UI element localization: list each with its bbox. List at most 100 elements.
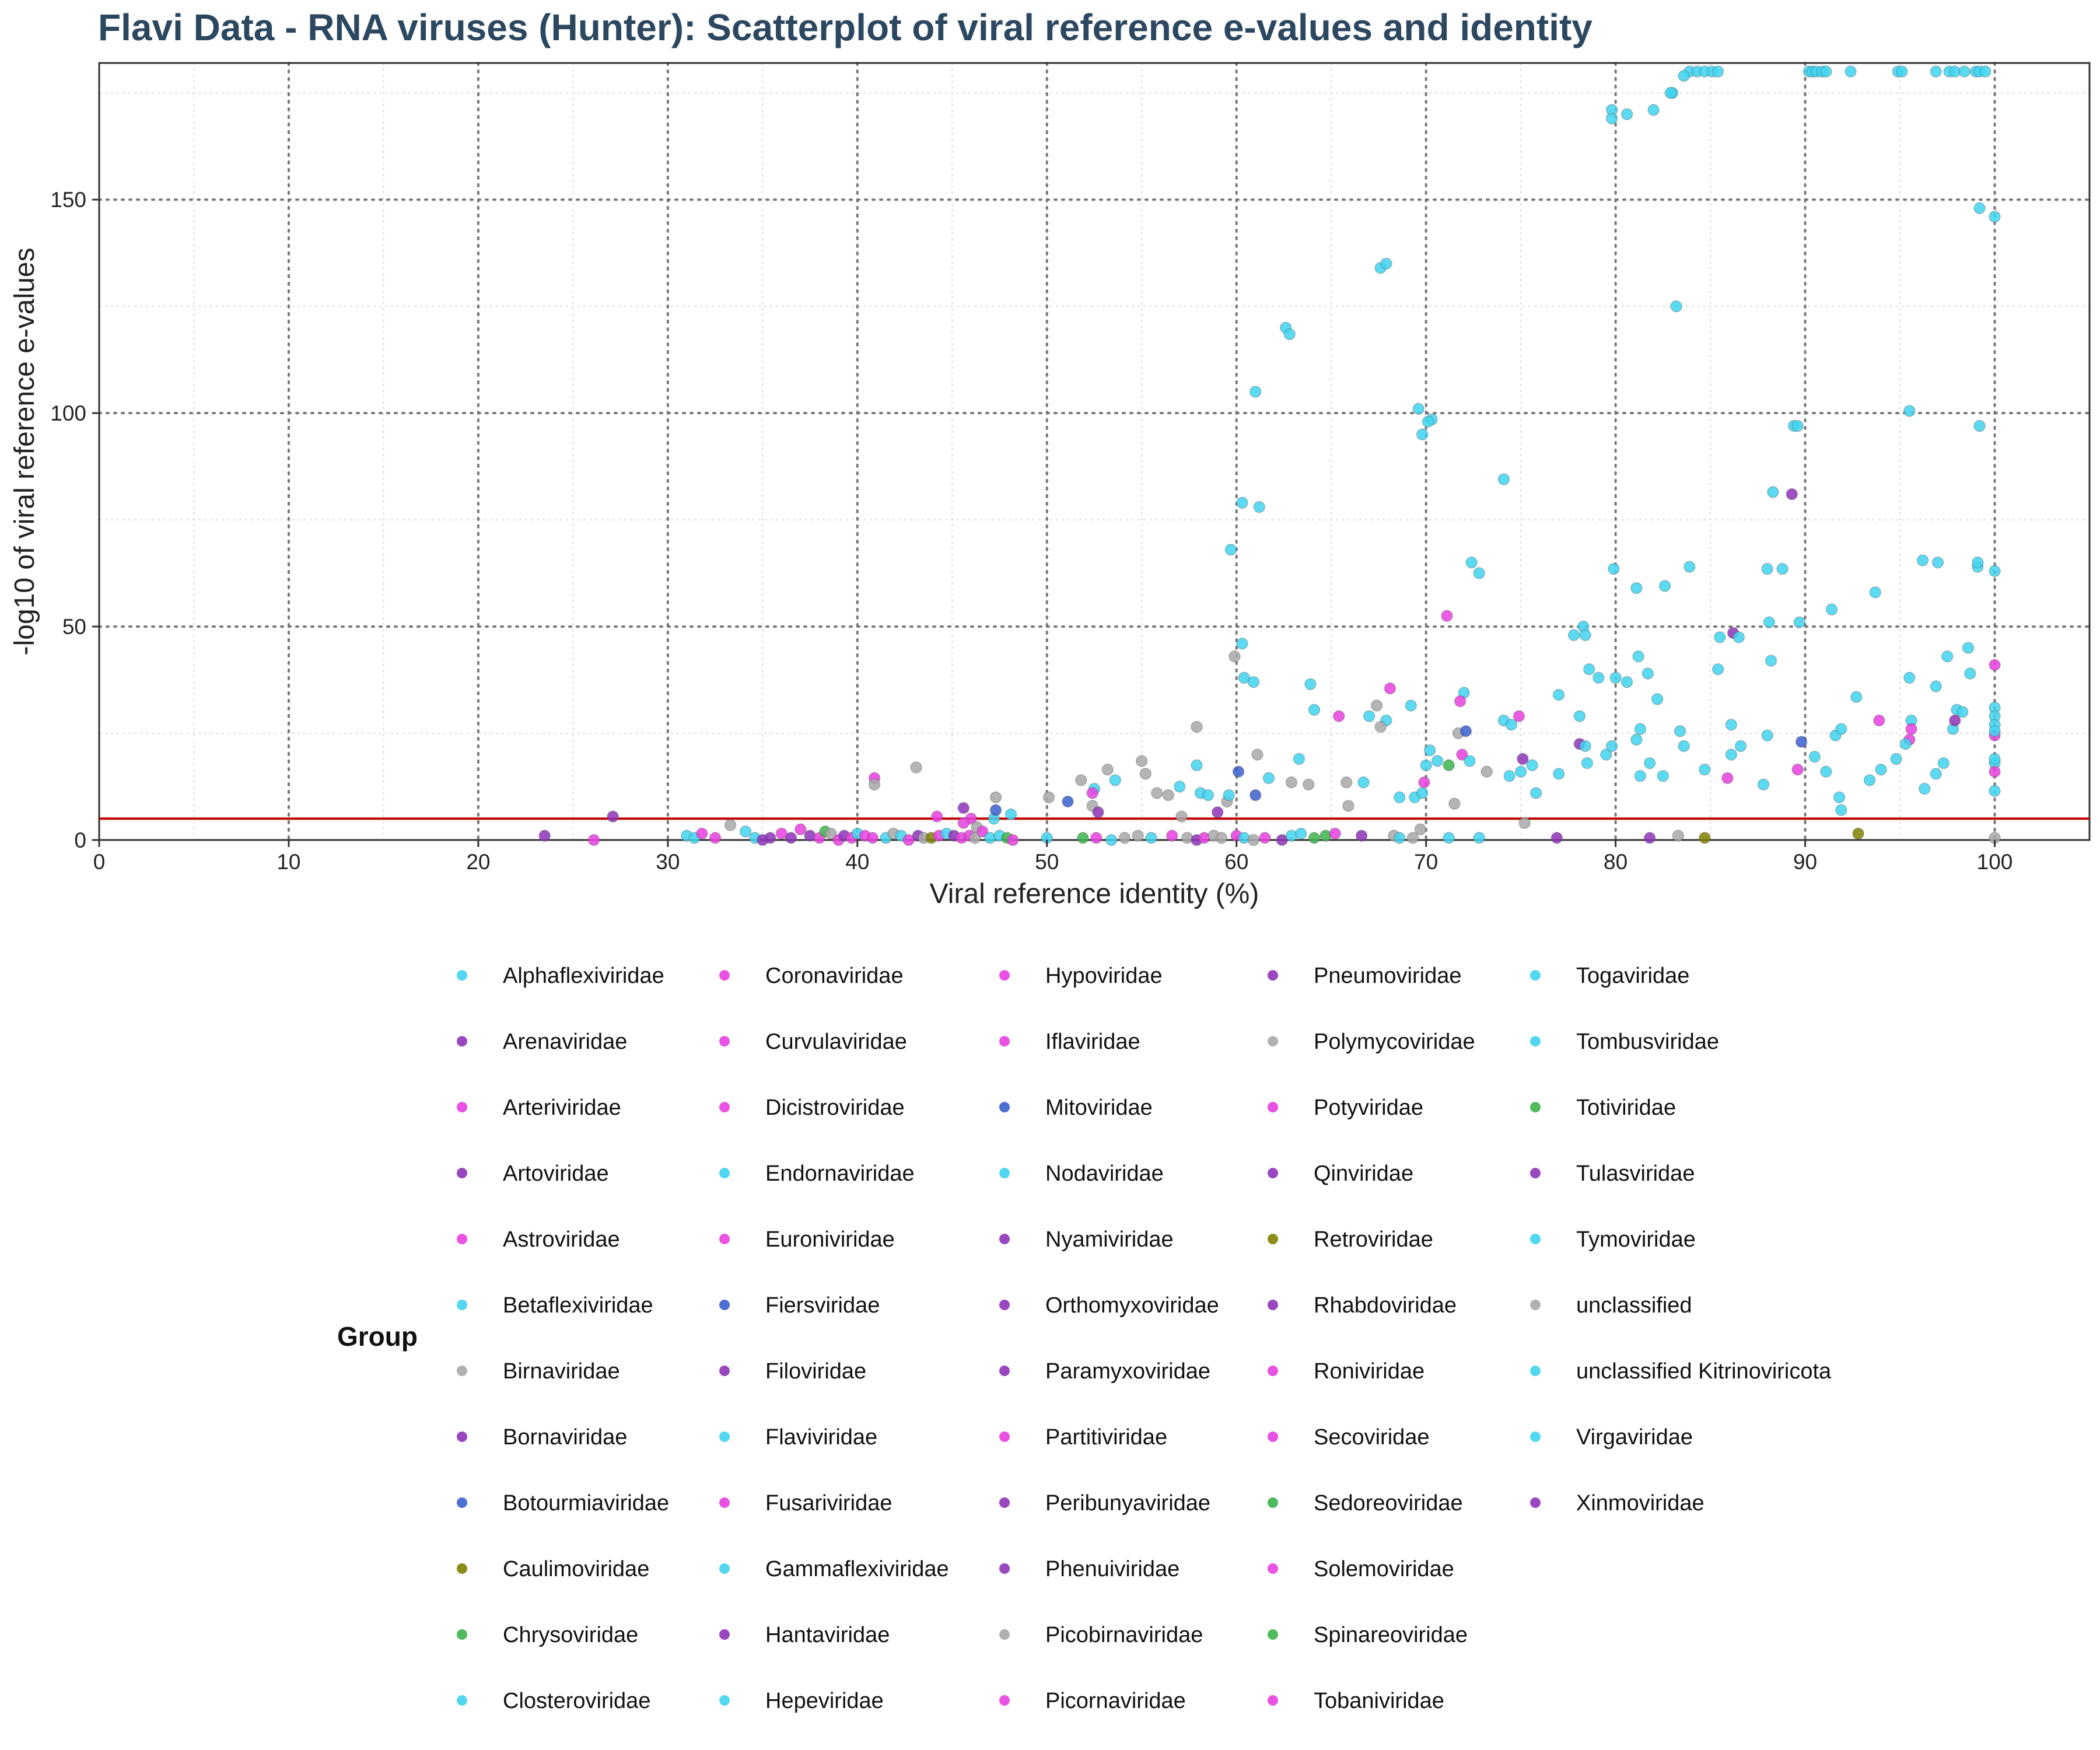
data-point xyxy=(1517,752,1529,765)
legend-item: Hepeviridae xyxy=(719,1689,884,1713)
legend-item: Polymycoviridae xyxy=(1268,1030,1475,1054)
data-point xyxy=(1223,789,1235,802)
legend-swatch xyxy=(719,1366,730,1376)
legend-swatch xyxy=(1530,1300,1541,1310)
legend-label: Euroniviridae xyxy=(765,1227,895,1252)
data-point xyxy=(1363,710,1376,723)
legend-swatch xyxy=(1268,1102,1278,1112)
data-point xyxy=(1678,69,1690,82)
legend-item: Retroviridae xyxy=(1268,1227,1433,1252)
legend-item: Virgaviridae xyxy=(1530,1425,1693,1450)
legend-title: Group xyxy=(337,1321,418,1352)
data-point xyxy=(1973,202,1986,215)
data-point xyxy=(1583,663,1595,676)
data-point xyxy=(1293,752,1306,765)
data-point xyxy=(1405,699,1417,712)
legend-item: Tulasviridae xyxy=(1530,1161,1695,1186)
data-point xyxy=(1211,806,1224,818)
data-point xyxy=(1732,631,1745,643)
legend-label: Partitiviridae xyxy=(1045,1425,1167,1450)
data-point xyxy=(1620,108,1633,121)
data-point xyxy=(1989,659,2001,671)
legend-item: Mitoviridae xyxy=(999,1096,1153,1120)
data-point xyxy=(1384,682,1396,695)
x-tick-label: 100 xyxy=(1977,850,2013,874)
legend-item: Roniviridae xyxy=(1268,1359,1424,1384)
legend-label: Xinmoviridae xyxy=(1576,1491,1704,1516)
legend-label: Paramyxoviridae xyxy=(1045,1359,1210,1384)
y-tick-label: 50 xyxy=(62,615,86,639)
data-point xyxy=(1845,65,1857,78)
data-point xyxy=(1259,832,1271,844)
data-point xyxy=(1979,65,1992,78)
data-point xyxy=(1514,765,1527,778)
legend-swatch xyxy=(1530,1497,1541,1508)
legend: Alphaflexiviridae Arenaviridae Arterivirid… xyxy=(457,964,1832,1713)
legend-swatch xyxy=(1530,1432,1541,1442)
data-point xyxy=(910,761,922,774)
data-point xyxy=(1919,782,1931,795)
data-point xyxy=(866,832,879,844)
legend-item: Partitiviridae xyxy=(999,1425,1167,1450)
legend-label: Tymoviridae xyxy=(1576,1227,1696,1252)
legend-item: Filoviridae xyxy=(719,1359,866,1384)
data-point xyxy=(1308,704,1321,716)
legend-item: Astroviridae xyxy=(457,1227,620,1252)
x-tick-label: 20 xyxy=(466,850,490,874)
legend-label: Qinviridae xyxy=(1314,1161,1413,1186)
data-point xyxy=(1903,405,1916,417)
data-point xyxy=(1150,787,1163,799)
data-point xyxy=(1276,834,1288,846)
legend-label: Mitoviridae xyxy=(1045,1096,1153,1120)
legend-item: Closteroviridae xyxy=(457,1689,650,1713)
x-tick-label: 90 xyxy=(1793,850,1817,874)
data-point xyxy=(1761,729,1773,741)
data-point xyxy=(1092,806,1104,818)
data-point xyxy=(1238,671,1250,684)
legend-label: Tombusviridae xyxy=(1576,1030,1719,1054)
data-point xyxy=(1579,740,1591,752)
data-point xyxy=(1869,586,1882,598)
data-point xyxy=(1850,691,1863,704)
legend-label: Alphaflexiviridae xyxy=(503,964,664,988)
data-point xyxy=(1634,723,1647,735)
legend-label: Bornaviridae xyxy=(503,1425,627,1450)
data-point xyxy=(1957,706,1969,718)
legend-item: Fusariviridae xyxy=(719,1491,892,1516)
data-point xyxy=(1937,757,1950,769)
legend-swatch xyxy=(457,1300,467,1310)
legend-label: Betaflexiviridae xyxy=(503,1293,653,1318)
data-point xyxy=(1202,789,1214,802)
legend-label: Virgaviridae xyxy=(1576,1425,1693,1450)
legend-swatch xyxy=(999,1629,1010,1640)
data-point xyxy=(868,778,881,791)
legend-swatch xyxy=(1530,1036,1541,1046)
data-point xyxy=(1642,667,1654,680)
legend-label: Togaviridae xyxy=(1576,964,1689,988)
legend-swatch xyxy=(719,1432,730,1442)
y-axis-title: -log10 of viral reference e-values xyxy=(9,247,40,655)
data-point xyxy=(1232,765,1245,778)
legend-item: Pneumoviridae xyxy=(1268,964,1461,988)
legend-label: Arenaviridae xyxy=(503,1030,627,1054)
data-point xyxy=(1605,740,1618,752)
legend-label: Tulasviridae xyxy=(1576,1161,1695,1186)
data-point xyxy=(1647,104,1660,116)
legend-swatch xyxy=(457,1497,467,1508)
data-point xyxy=(1550,832,1563,844)
legend-item: Curvulaviridae xyxy=(719,1030,907,1054)
data-point xyxy=(1101,763,1114,776)
data-point xyxy=(1712,65,1724,78)
data-point xyxy=(1340,776,1353,789)
data-point xyxy=(1262,772,1275,785)
data-point xyxy=(1228,650,1241,663)
data-point xyxy=(1552,688,1565,701)
data-point xyxy=(1786,488,1798,501)
x-tick-label: 30 xyxy=(656,850,680,874)
x-tick-label: 70 xyxy=(1414,850,1438,874)
legend-label: Potyviridae xyxy=(1314,1096,1423,1120)
data-point xyxy=(1608,563,1620,575)
legend-label: Filoviridae xyxy=(765,1359,866,1384)
data-point xyxy=(1224,544,1237,556)
data-point xyxy=(1820,65,1832,78)
